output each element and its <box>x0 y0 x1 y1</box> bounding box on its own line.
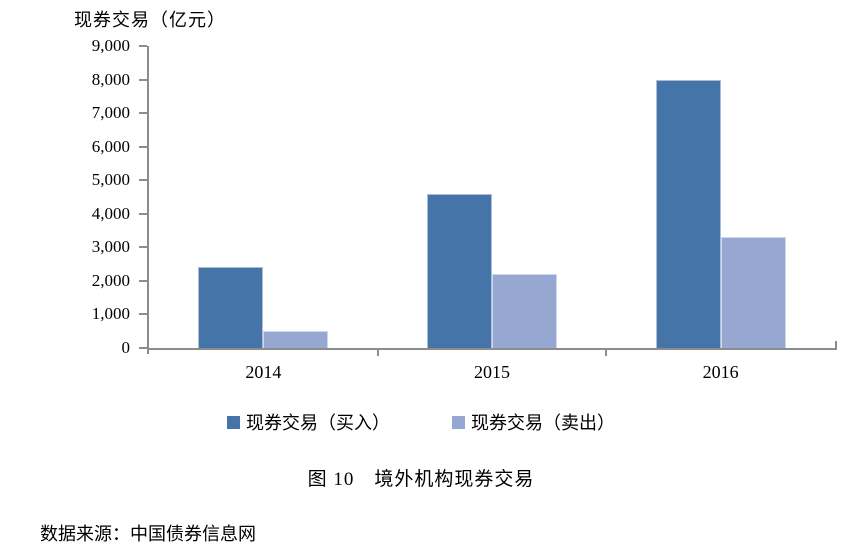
legend-marker-series1 <box>452 415 465 429</box>
legend-marker-series0 <box>227 415 240 429</box>
y-tick <box>139 279 147 282</box>
bar-series1-2016 <box>720 237 786 348</box>
x-axis-end-tick <box>835 341 837 350</box>
y-tick <box>139 179 147 182</box>
legend-item-series0: 现券交易（买入） <box>227 409 390 435</box>
x-tick <box>605 350 608 356</box>
y-tick <box>139 78 147 81</box>
data-source: 数据来源：中国债券信息网 <box>40 524 256 544</box>
legend-item-series1: 现券交易（卖出） <box>452 409 615 435</box>
figure-caption: 图 10 境外机构现券交易 <box>307 469 535 490</box>
legend-label-series1: 现券交易（卖出） <box>471 413 615 433</box>
x-tick <box>376 350 379 356</box>
legend-label-series0: 现券交易（买入） <box>246 413 390 433</box>
y-tick-label: 5,000 <box>91 170 130 190</box>
bar-series0-2015 <box>427 193 492 348</box>
y-tick <box>139 112 147 115</box>
y-tick <box>139 145 147 148</box>
y-tick-label: 6,000 <box>91 136 130 156</box>
legend: 现券交易（买入） 现券交易（卖出） <box>0 409 842 435</box>
y-tick <box>139 347 147 349</box>
y-tick-label: 3,000 <box>91 237 130 257</box>
bar-series0-2014 <box>198 267 264 348</box>
y-tick-label: 4,000 <box>91 203 130 223</box>
y-tick-label: 7,000 <box>91 103 130 123</box>
y-tick <box>139 246 147 249</box>
y-tick <box>139 212 147 215</box>
y-tick-label: 0 <box>121 338 131 357</box>
chart-title: 现券交易（亿元） <box>74 10 226 30</box>
y-tick <box>139 45 147 47</box>
plot-area: 0 1,000 2,000 3,000 4,000 5,000 6,000 7,000 8,00… <box>92 36 837 382</box>
bar-series1-2015 <box>492 274 557 348</box>
y-axis <box>147 46 149 354</box>
x-axis <box>147 348 837 350</box>
x-category-label: 2015 <box>473 362 510 382</box>
x-category-label: 2014 <box>245 362 282 382</box>
bar-series0-2016 <box>655 79 721 348</box>
bar-series1-2014 <box>263 331 329 348</box>
y-tick-label: 8,000 <box>91 69 130 89</box>
y-tick-label: 2,000 <box>91 270 130 290</box>
y-tick-label: 1,000 <box>91 304 130 324</box>
y-tick-label: 9,000 <box>91 36 130 55</box>
y-tick <box>139 313 147 316</box>
x-category-label: 2016 <box>702 362 739 382</box>
